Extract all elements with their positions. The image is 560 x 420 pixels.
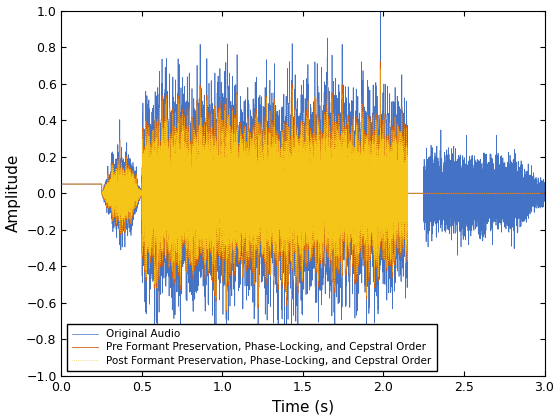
- Original Audio: [524, 190, 530, 195]
- Line: Pre Formant Preservation, Phase-Locking, and Cepstral Order: Pre Formant Preservation, Phase-Locking,…: [62, 62, 544, 311]
- Post Formant Preservation, Phase-Locking, and Cepstral Order: [314, 236, 321, 241]
- Pre Formant Preservation, Phase-Locking, and Cepstral Order: [126, 197, 133, 202]
- X-axis label: Time (s): Time (s): [272, 399, 334, 415]
- Post Formant Preservation, Phase-Locking, and Cepstral Order: [58, 182, 65, 187]
- Original Audio: [541, 188, 548, 193]
- Line: Original Audio: Original Audio: [62, 12, 544, 355]
- Line: Post Formant Preservation, Phase-Locking, and Cepstral Order: Post Formant Preservation, Phase-Locking…: [62, 69, 544, 310]
- Y-axis label: Amplitude: Amplitude: [6, 154, 21, 233]
- Pre Formant Preservation, Phase-Locking, and Cepstral Order: [524, 191, 530, 196]
- Original Audio: [63, 181, 70, 186]
- Post Formant Preservation, Phase-Locking, and Cepstral Order: [223, 307, 230, 312]
- Pre Formant Preservation, Phase-Locking, and Cepstral Order: [388, 189, 394, 194]
- Original Audio: [58, 181, 65, 186]
- Pre Formant Preservation, Phase-Locking, and Cepstral Order: [63, 181, 70, 186]
- Post Formant Preservation, Phase-Locking, and Cepstral Order: [63, 182, 70, 187]
- Original Audio: [126, 200, 133, 205]
- Pre Formant Preservation, Phase-Locking, and Cepstral Order: [377, 59, 384, 64]
- Pre Formant Preservation, Phase-Locking, and Cepstral Order: [223, 309, 230, 314]
- Pre Formant Preservation, Phase-Locking, and Cepstral Order: [58, 181, 65, 186]
- Post Formant Preservation, Phase-Locking, and Cepstral Order: [388, 189, 394, 194]
- Original Audio: [371, 217, 378, 222]
- Post Formant Preservation, Phase-Locking, and Cepstral Order: [126, 197, 133, 202]
- Post Formant Preservation, Phase-Locking, and Cepstral Order: [524, 191, 530, 196]
- Pre Formant Preservation, Phase-Locking, and Cepstral Order: [371, 210, 378, 215]
- Original Audio: [314, 257, 321, 262]
- Pre Formant Preservation, Phase-Locking, and Cepstral Order: [541, 191, 548, 196]
- Pre Formant Preservation, Phase-Locking, and Cepstral Order: [314, 239, 321, 244]
- Original Audio: [388, 188, 394, 193]
- Post Formant Preservation, Phase-Locking, and Cepstral Order: [371, 209, 378, 214]
- Original Audio: [377, 10, 384, 15]
- Legend: Original Audio, Pre Formant Preservation, Phase-Locking, and Cepstral Order, Pos: Original Audio, Pre Formant Preservation…: [67, 324, 437, 371]
- Post Formant Preservation, Phase-Locking, and Cepstral Order: [377, 66, 384, 71]
- Post Formant Preservation, Phase-Locking, and Cepstral Order: [541, 191, 548, 196]
- Original Audio: [223, 353, 230, 358]
